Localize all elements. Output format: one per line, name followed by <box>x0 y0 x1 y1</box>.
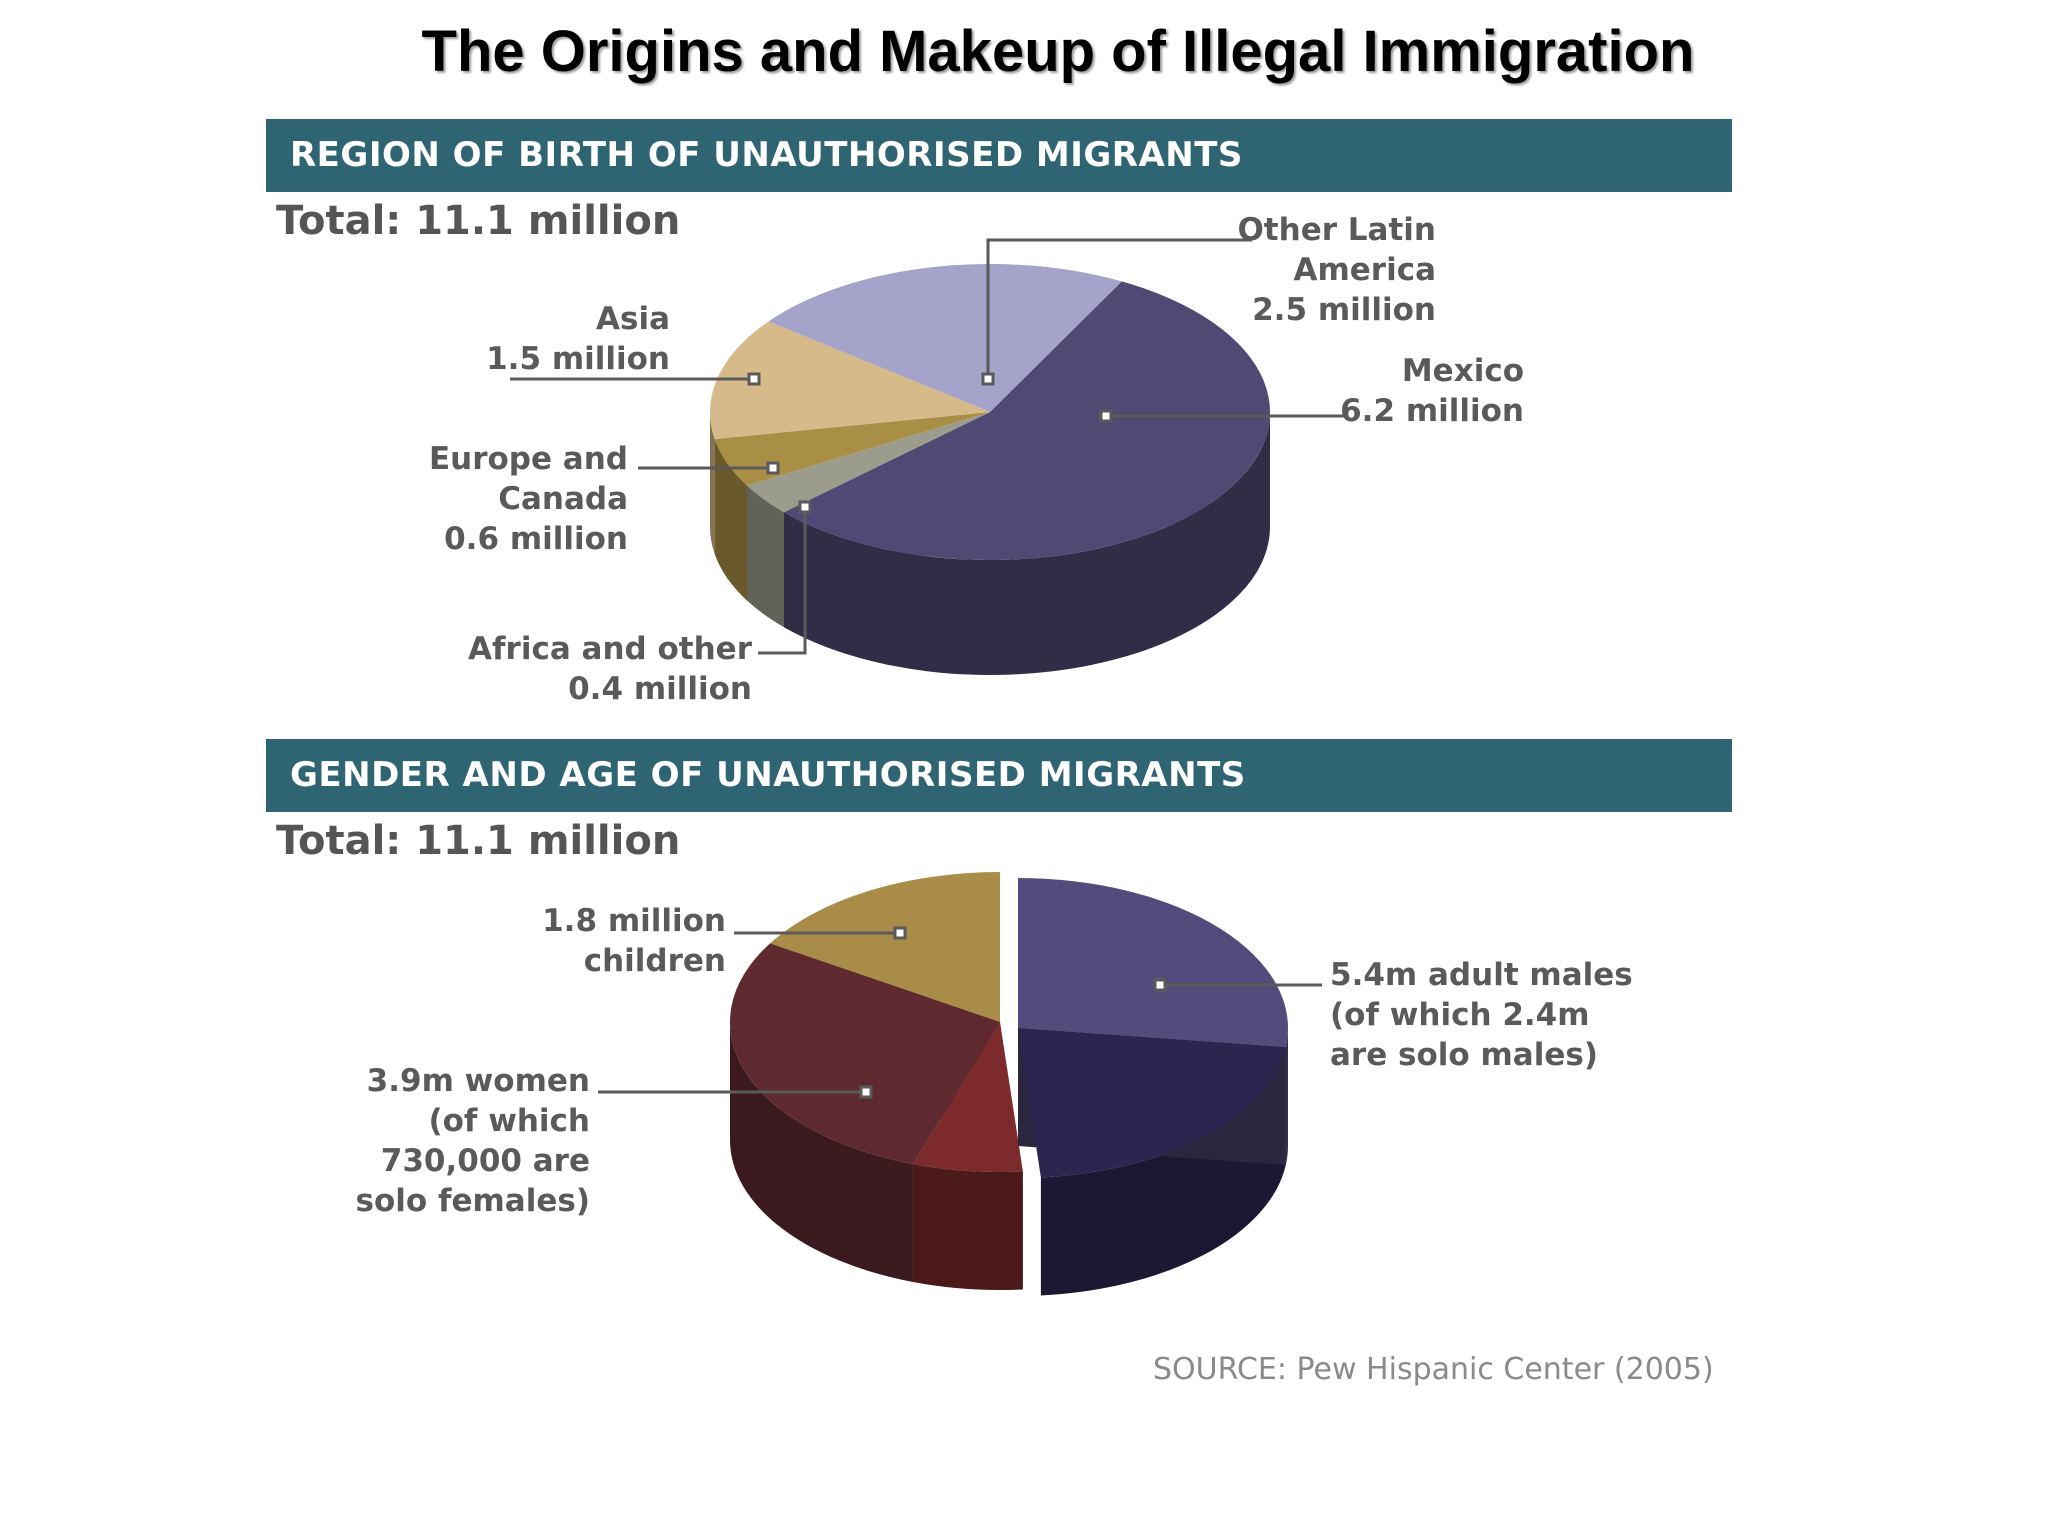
pie2-women-label-line: solo females) <box>356 1183 590 1219</box>
pie1-other-latin-america-leader-dot <box>981 372 995 386</box>
pie1-slice-europe-and-canada <box>714 412 990 486</box>
pie1-slice-mexico-side <box>784 412 1270 675</box>
pie1-europe-and-canada-label-line: 0.6 million <box>444 521 628 557</box>
page-title: The Origins and Makeup of Illegal Immigr… <box>421 19 1695 84</box>
pie1-mexico-label-line: 6.2 million <box>1340 393 1524 429</box>
pie1-asia-label-line: 1.5 million <box>486 341 670 377</box>
pie2-women-label-line: 3.9m women <box>367 1063 590 1099</box>
pie2-slice-solo-females <box>912 1022 1023 1172</box>
pie2-slice-women-side <box>730 1022 913 1282</box>
chart-2-total: Total: 11.1 million <box>276 818 681 864</box>
chart-1-total: Total: 11.1 million <box>276 198 681 244</box>
pie2-children-label-line: children <box>584 943 726 979</box>
pie2-adult-males-leader-dot <box>1153 978 1167 992</box>
pie2-women-leader-dot <box>859 1085 873 1099</box>
pie1-other-latin-america-label-line: 2.5 million <box>1252 292 1436 328</box>
pie1-slice-africa-and-other-side <box>746 485 785 628</box>
pie1-slice-africa-and-other <box>746 412 990 513</box>
pie1-europe-and-canada-leader-dot <box>766 461 780 475</box>
pie2-adult-males-label-line: 5.4m adult males <box>1330 957 1633 993</box>
pie2-slice-women <box>730 943 1000 1164</box>
pie1-other-latin-america-label-line: Other Latin <box>1237 212 1436 248</box>
pie2-adult-males-label-line: are solo males) <box>1330 1037 1598 1073</box>
pie2-women-label-line: 730,000 are <box>381 1143 590 1179</box>
pie2-slice-solo-females-side <box>912 1163 1023 1290</box>
pie1-asia-leader-dot <box>747 372 761 386</box>
pie2-slice-children <box>770 872 1000 1022</box>
pie2-adult-males-label-line: (of which 2.4m <box>1330 997 1590 1033</box>
pie1-slice-asia <box>710 321 990 439</box>
pie1-slice-mexico <box>784 281 1270 560</box>
pie1-europe-and-canada-label-line: Canada <box>498 481 628 517</box>
pie2-women-label-line: (of which <box>428 1103 590 1139</box>
pie1-africa-and-other-leader <box>758 507 807 655</box>
chart-2-title: GENDER AND AGE OF UNAUTHORISED MIGRANTS <box>266 739 1732 812</box>
chart-region-of-birth: Mexico 6.2 million Other Latin America 2.5 m… <box>429 212 1524 707</box>
pie1-africa-and-other-leader-dot <box>798 500 812 514</box>
pie2-children-leader-dot <box>893 926 907 940</box>
pie2-slice-adult-males-side <box>1285 1028 1288 1166</box>
pie1-europe-and-canada-label-line: Europe and <box>429 441 628 477</box>
chart-gender-and-age: 5.4m adult males (of which 2.4m are solo m… <box>356 872 1633 1296</box>
pie1-africa-and-other-label-line: Africa and other <box>468 631 753 667</box>
pie1-mexico-leader-dot <box>1099 409 1113 423</box>
source-note: SOURCE: Pew Hispanic Center (2005) <box>1153 1352 1714 1387</box>
pie2-slice-solo-males-side <box>1040 1047 1286 1296</box>
pie1-asia-label-line: Asia <box>596 301 670 337</box>
pie1-mexico-label-line: Mexico <box>1402 353 1524 389</box>
pie1-other-latin-america-label-line: America <box>1293 252 1436 288</box>
pie2-slice-adult-males <box>1018 878 1288 1048</box>
pie1-slice-asia-side <box>710 412 715 554</box>
pie2-slice-solo-males <box>1018 1028 1286 1178</box>
pie1-slice-europe-and-canada-side <box>714 438 747 601</box>
chart-1-title: REGION OF BIRTH OF UNAUTHORISED MIGRANTS <box>266 119 1732 192</box>
pie2-children-label-line: 1.8 million <box>542 903 726 939</box>
pie1-slice-other-latin-america <box>768 263 1122 412</box>
pie1-other-latin-america-leader <box>986 238 1252 379</box>
pie1-africa-and-other-label-line: 0.4 million <box>568 671 752 707</box>
